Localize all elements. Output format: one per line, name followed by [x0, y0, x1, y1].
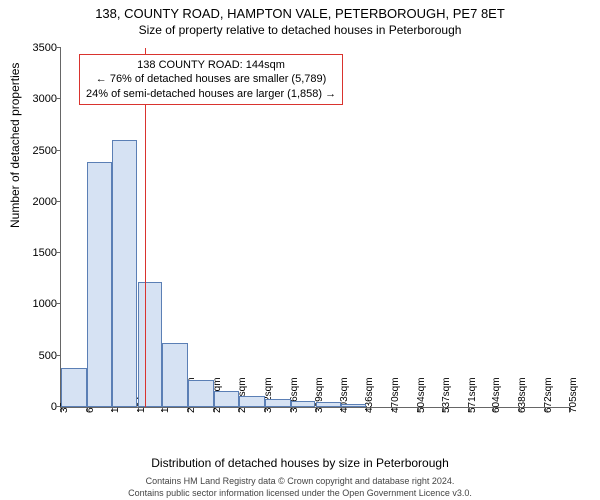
property-size-chart: 138, COUNTY ROAD, HAMPTON VALE, PETERBOR… — [0, 0, 600, 500]
y-tick-label: 1500 — [33, 247, 61, 259]
chart-title: 138, COUNTY ROAD, HAMPTON VALE, PETERBOR… — [0, 0, 600, 21]
plot-area: 050010001500200025003000350033sqm67sqm10… — [60, 48, 570, 408]
annotation-line: ← 76% of detached houses are smaller (5,… — [86, 72, 336, 86]
histogram-bar — [188, 380, 214, 407]
y-tick-label: 3500 — [33, 42, 61, 54]
y-tick-mark — [56, 252, 61, 253]
x-axis-label: Distribution of detached houses by size … — [0, 456, 600, 470]
histogram-bar — [87, 162, 112, 407]
histogram-bar — [316, 402, 342, 407]
chart-subtitle: Size of property relative to detached ho… — [0, 21, 600, 37]
histogram-bar — [112, 140, 138, 407]
y-tick-label: 1000 — [33, 298, 61, 310]
y-tick-label: 2000 — [33, 196, 61, 208]
histogram-bar — [61, 368, 87, 407]
y-tick-label: 500 — [39, 350, 61, 362]
histogram-bar — [291, 401, 316, 407]
histogram-bar — [162, 343, 188, 407]
reference-annotation: 138 COUNTY ROAD: 144sqm← 76% of detached… — [79, 54, 343, 105]
y-tick-mark — [56, 98, 61, 99]
histogram-bar — [341, 404, 366, 407]
histogram-bar — [239, 396, 265, 407]
y-axis-label: Number of detached properties — [8, 63, 22, 228]
y-tick-mark — [56, 47, 61, 48]
histogram-bar — [138, 282, 163, 407]
y-tick-mark — [56, 150, 61, 151]
annotation-line: 138 COUNTY ROAD: 144sqm — [86, 58, 336, 72]
y-tick-mark — [56, 303, 61, 304]
annotation-line: 24% of semi-detached houses are larger (… — [86, 87, 336, 101]
y-tick-label: 3000 — [33, 93, 61, 105]
y-tick-mark — [56, 355, 61, 356]
y-tick-label: 2500 — [33, 145, 61, 157]
histogram-bar — [214, 391, 239, 407]
histogram-bar — [265, 399, 291, 407]
footer-copyright: Contains HM Land Registry data © Crown c… — [0, 476, 600, 486]
footer-licence: Contains public sector information licen… — [0, 488, 600, 498]
y-tick-mark — [56, 201, 61, 202]
